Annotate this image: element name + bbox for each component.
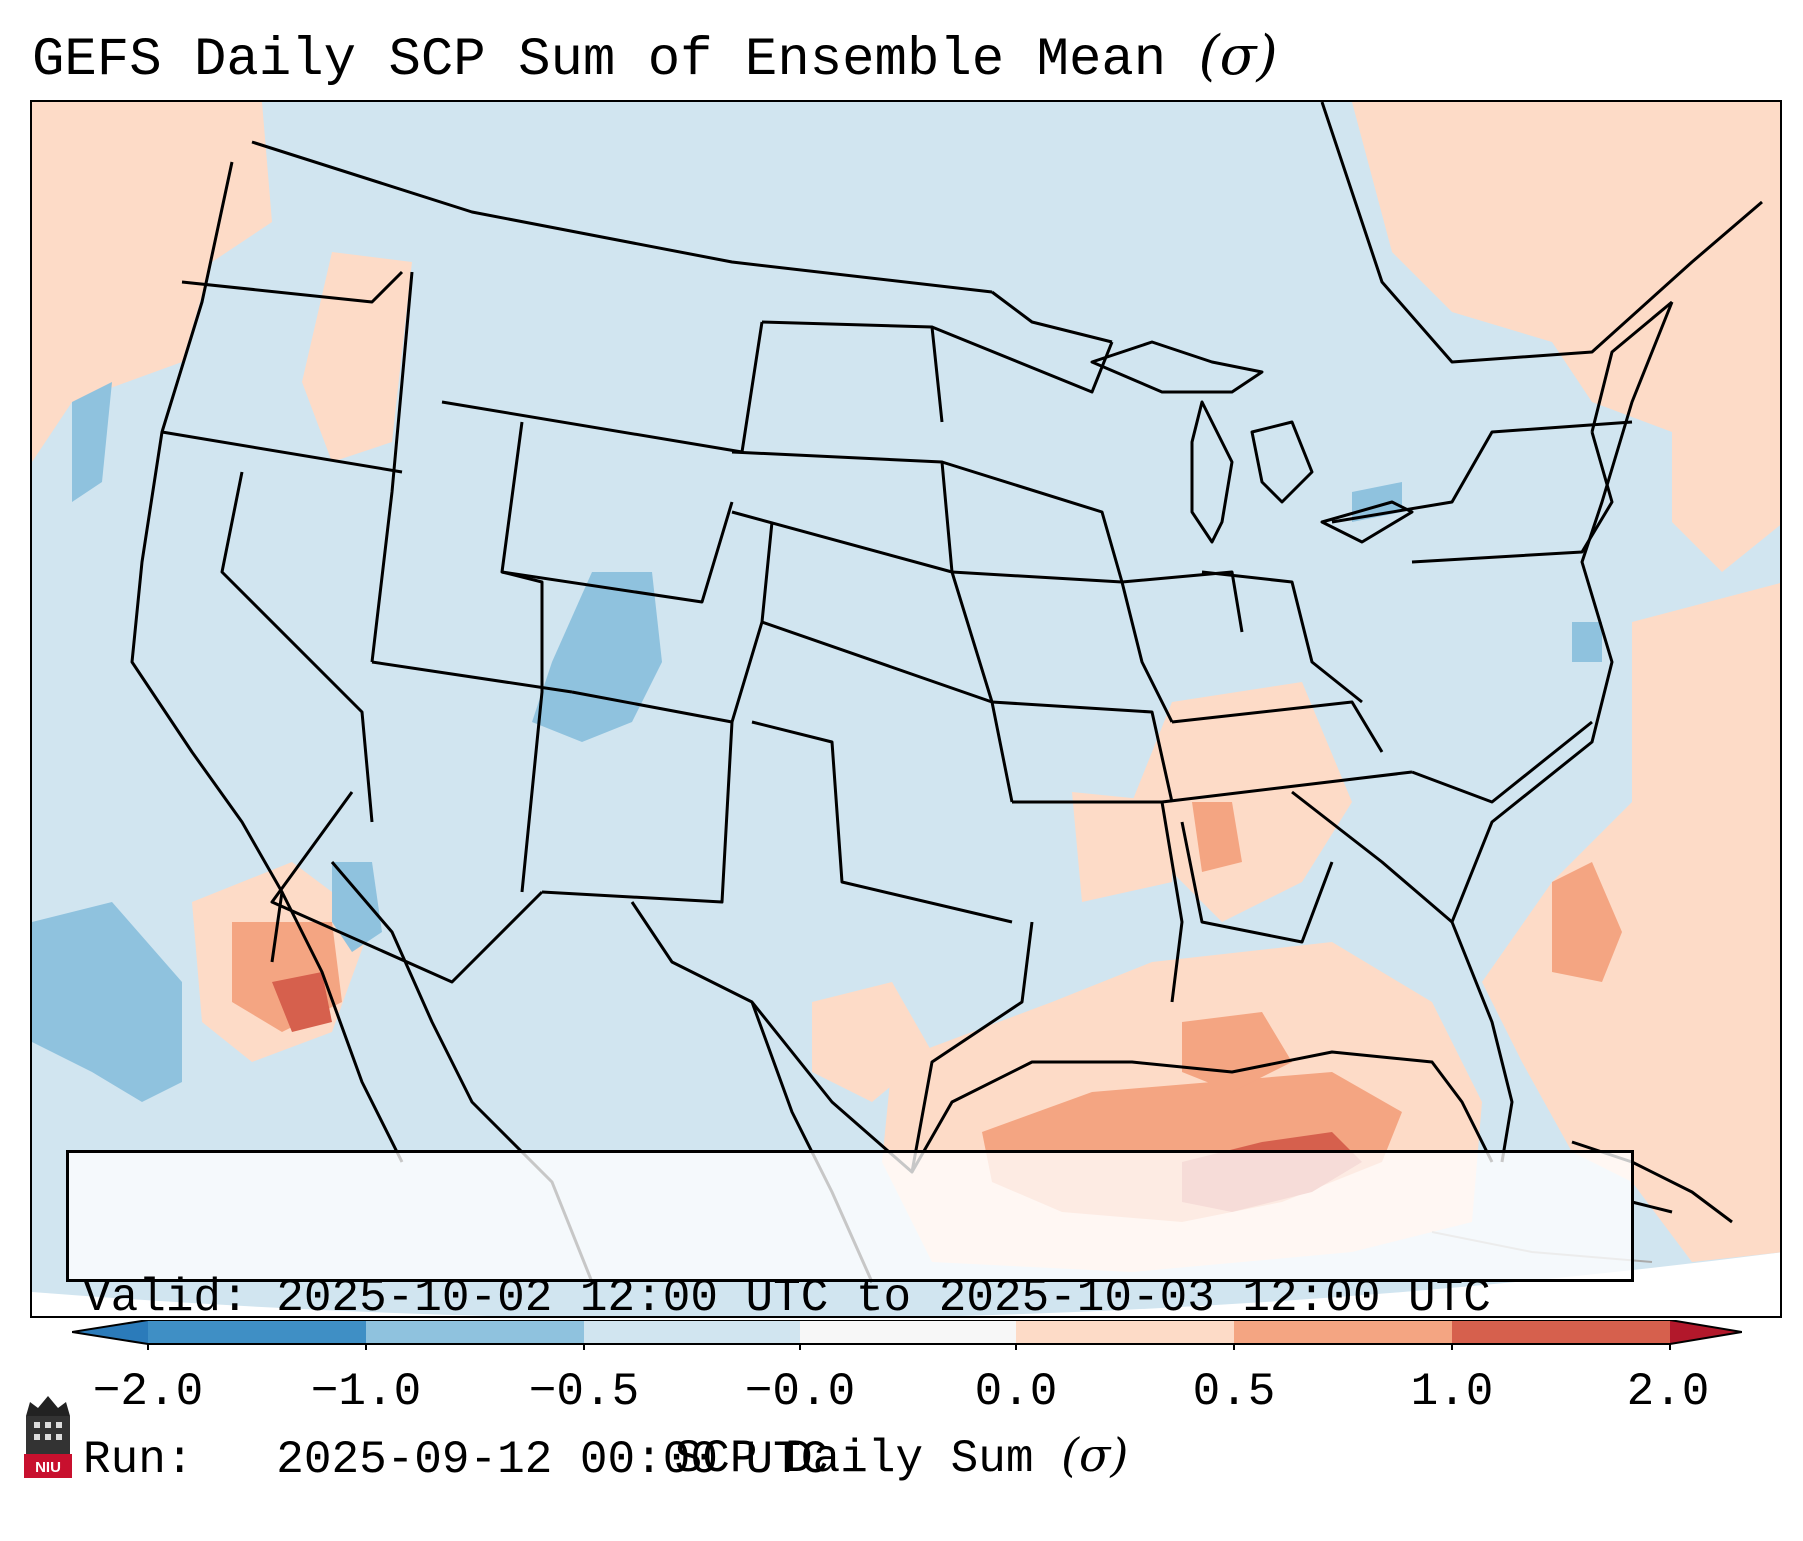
colorbar-tick-label: −0.5	[528, 1366, 640, 1418]
coastline-atlantic	[1450, 301, 1674, 1163]
chart-title-text: GEFS Daily SCP Sum of Ensemble Mean	[32, 30, 1167, 91]
colorbar-label-unit: (σ)	[1061, 1428, 1129, 1482]
colorbar-label-text: SCP Daily Sum	[674, 1433, 1034, 1485]
anomaly-negative	[32, 382, 1602, 1102]
coastline-gulf	[910, 1050, 1494, 1173]
colorbar-tick-label: 0.0	[974, 1366, 1058, 1418]
colorbar-bin-3	[584, 1320, 800, 1344]
colorbar-label: SCP Daily Sum (σ)	[0, 1428, 1803, 1485]
coastline-baja	[280, 891, 404, 1163]
colorbar-tick-label: −2.0	[92, 1366, 204, 1418]
colorbar-tick-label: −1.0	[310, 1366, 422, 1418]
lake-huron	[1250, 420, 1314, 504]
colorbar-bin-4	[800, 1320, 1016, 1344]
valid-run-info-box: Valid: 2025-10-02 12:00 UTC to 2025-10-0…	[66, 1150, 1634, 1486]
border-us-canada	[251, 140, 993, 294]
colorbar-bin-2	[366, 1320, 584, 1344]
colorbar	[72, 1320, 1742, 1350]
colorbar-tick-label: 1.0	[1410, 1366, 1494, 1418]
colorbar-bin-6	[1234, 1320, 1452, 1344]
colorbar-bin-5	[1016, 1320, 1234, 1344]
valid-label: Valid:	[83, 1272, 249, 1324]
chart-title-unit: (σ)	[1198, 24, 1278, 87]
colorbar-bin-1	[148, 1320, 366, 1344]
run-value: 2025-09-12 00:00 UTC	[276, 1434, 829, 1486]
state-boundaries	[130, 102, 1763, 1283]
anomaly-positive-light	[32, 102, 1780, 1272]
map-panel	[30, 100, 1782, 1318]
colorbar-tick-label: 0.5	[1192, 1366, 1276, 1418]
map-canvas	[32, 102, 1780, 1316]
colorbar-bin-7	[1452, 1320, 1670, 1344]
coastline-pacific	[130, 161, 284, 963]
colorbar-tick-label: 2.0	[1626, 1366, 1710, 1418]
niu-logo: NIU	[24, 1396, 72, 1478]
lake-michigan	[1190, 400, 1234, 544]
colorbar-tick-label: −0.0	[744, 1366, 856, 1418]
valid-value: 2025-10-02 12:00 UTC to 2025-10-03 12:00…	[276, 1272, 1491, 1324]
lake-erie	[1320, 500, 1414, 544]
lake-superior	[1090, 340, 1264, 394]
colorbar-arrow-below	[72, 1320, 148, 1344]
valid-row: Valid: 2025-10-02 12:00 UTC to 2025-10-0…	[83, 1271, 1631, 1325]
colorbar-arrow-above	[1670, 1320, 1742, 1344]
niu-logo-text: NIU	[35, 1459, 61, 1476]
run-row: Run: 2025-09-12 00:00 UTC	[83, 1433, 1631, 1487]
run-label: Run:	[83, 1434, 194, 1486]
chart-title: GEFS Daily SCP Sum of Ensemble Mean (σ)	[32, 24, 1278, 91]
